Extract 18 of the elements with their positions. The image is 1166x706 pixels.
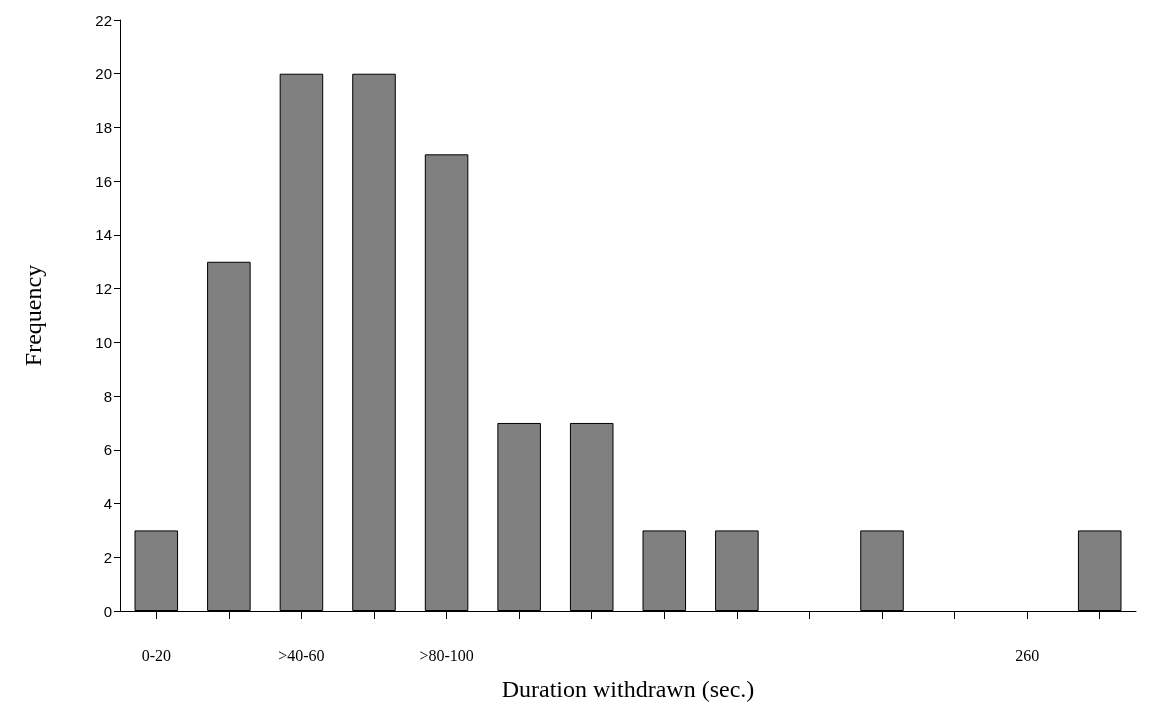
y-tick-label: 4 xyxy=(103,495,112,513)
x-tick-label: >40-60 xyxy=(278,646,325,664)
y-axis-title: Frequency xyxy=(20,264,46,367)
y-tick-label: 8 xyxy=(103,387,112,405)
y-tick-label: 12 xyxy=(95,280,112,298)
y-tick-label: 10 xyxy=(95,333,112,351)
y-tick-label: 6 xyxy=(103,441,112,459)
x-tick-label: 260 xyxy=(1015,646,1040,664)
y-tick-label: 20 xyxy=(95,65,112,83)
y-tick-label: 22 xyxy=(95,11,112,29)
y-tick-label: 2 xyxy=(103,548,112,566)
y-tick-label: 14 xyxy=(95,226,112,244)
y-tick-label: 18 xyxy=(95,118,112,136)
x-tick-label: >80-100 xyxy=(419,646,474,664)
y-tick-label: 0 xyxy=(103,602,112,620)
y-tick-label: 16 xyxy=(95,172,112,190)
x-axis-title: Duration withdrawn (sec.) xyxy=(501,676,755,702)
x-tick-label: 0-20 xyxy=(141,646,171,664)
